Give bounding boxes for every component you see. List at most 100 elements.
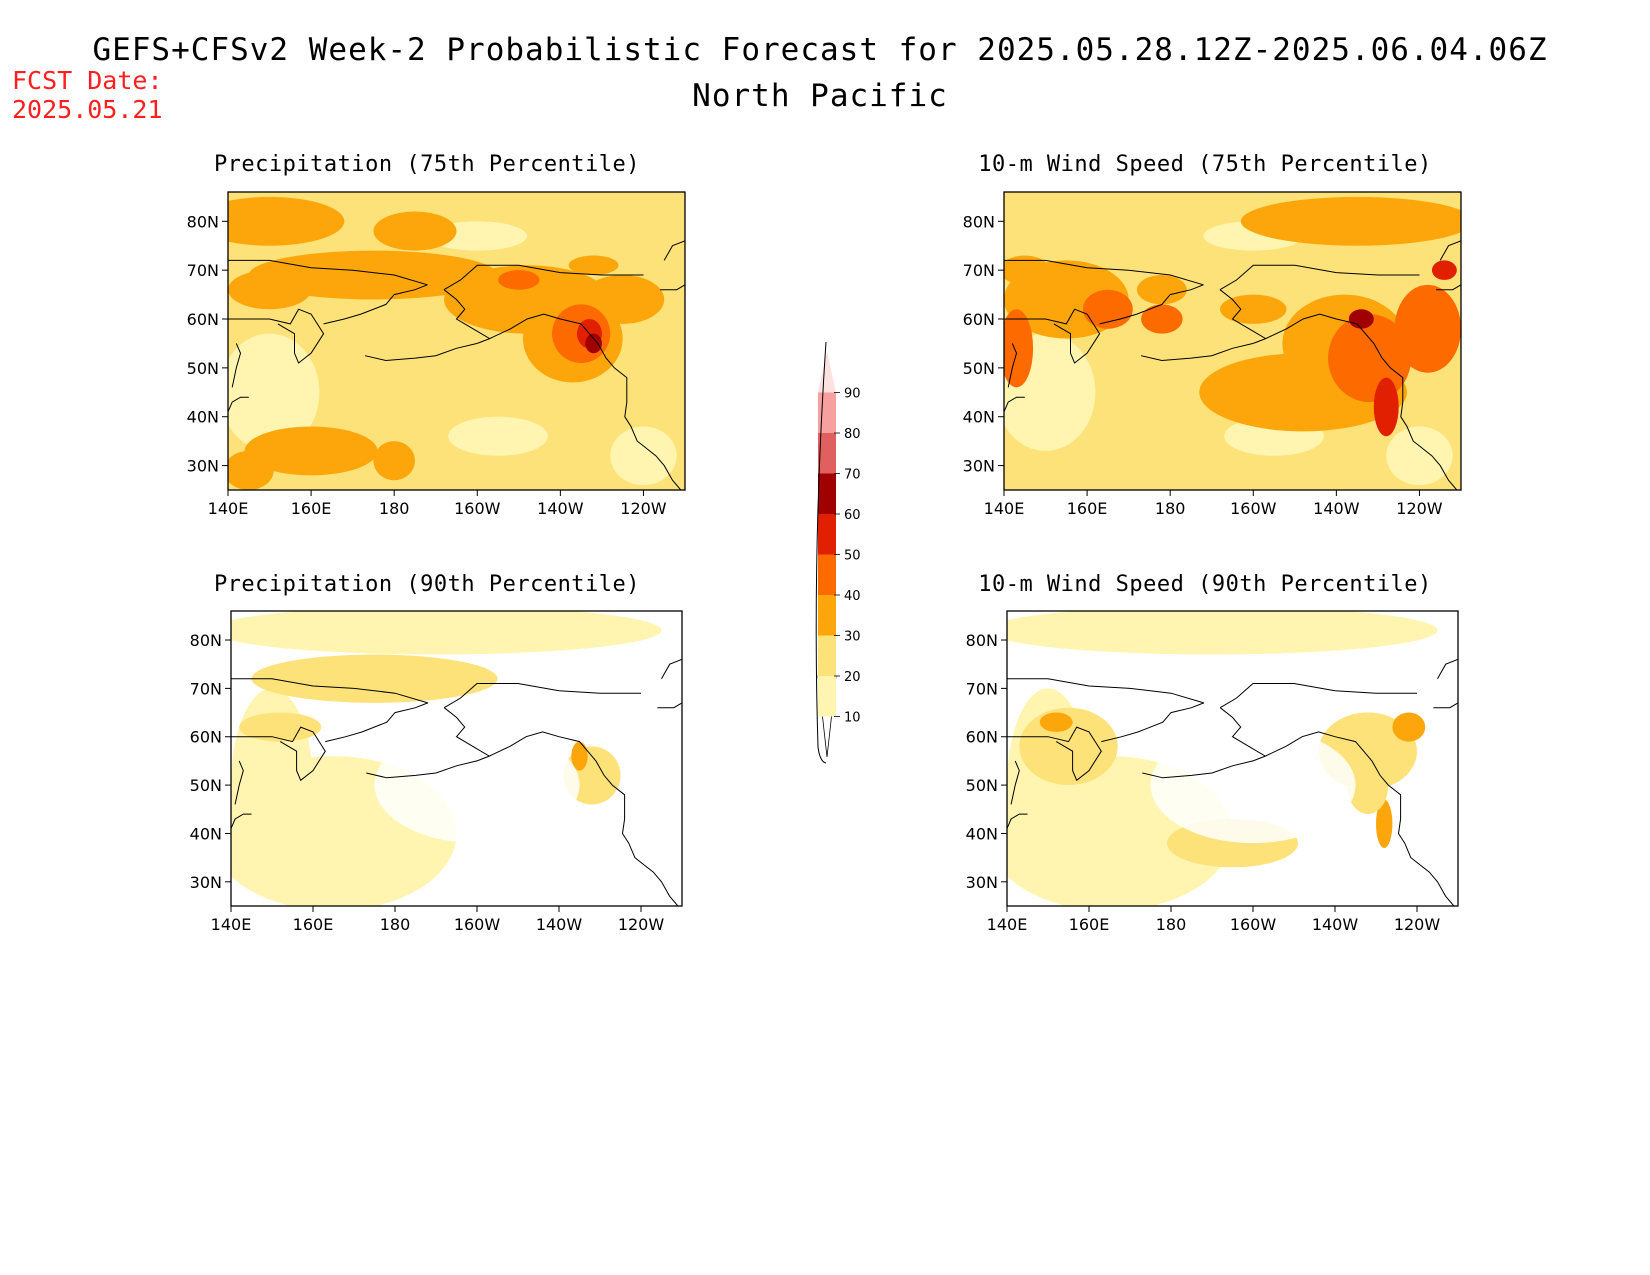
shading-blob bbox=[248, 250, 499, 300]
shading-blob bbox=[1039, 712, 1073, 732]
coastline bbox=[1099, 284, 1204, 325]
shading-blob bbox=[1082, 289, 1133, 329]
fcst-date-value: 2025.05.21 bbox=[12, 95, 163, 124]
coastline bbox=[366, 760, 478, 779]
coastline bbox=[663, 240, 685, 261]
shading-blob bbox=[1141, 304, 1183, 334]
coastline bbox=[231, 343, 242, 388]
colorbar: 90 80 70 60 50 40 30 20 10 bbox=[815, 341, 861, 764]
lat-tick-label: 70N bbox=[190, 679, 222, 698]
lat-tick-label: 80N bbox=[190, 631, 222, 650]
coastline bbox=[1219, 683, 1417, 709]
lon-tick-label: 140W bbox=[536, 915, 583, 934]
coastline bbox=[1433, 702, 1458, 709]
lat-tick-label: 30N bbox=[187, 457, 219, 476]
shading-blob bbox=[228, 270, 312, 310]
map-frame bbox=[1003, 191, 1462, 491]
colorbar-box bbox=[818, 514, 836, 555]
coastline bbox=[1140, 342, 1254, 362]
coastline bbox=[1142, 760, 1254, 779]
lon-tick-label: 160E bbox=[291, 499, 332, 518]
colorbar-label: 40 bbox=[844, 589, 861, 604]
colorbar-label: 10 bbox=[844, 711, 861, 726]
colorbar-box bbox=[818, 676, 836, 717]
shading-blob bbox=[228, 450, 274, 490]
coastline bbox=[489, 313, 682, 490]
region-title: North Pacific bbox=[692, 78, 948, 114]
coastline bbox=[228, 396, 249, 412]
lat-tick-label: 40N bbox=[963, 408, 995, 427]
lon-tick-label: 120W bbox=[1396, 499, 1443, 518]
coastline bbox=[228, 259, 428, 286]
lon-tick-label: 120W bbox=[1394, 915, 1441, 934]
map-panel-wind-high: 140E 160E 180 160W 140W 120W 80N 70N 60N 50N 40N 30… bbox=[963, 191, 1462, 518]
colorbar-box bbox=[818, 433, 836, 474]
lon-tick-label: 160W bbox=[1230, 499, 1277, 518]
coastline bbox=[231, 726, 326, 782]
coastline bbox=[323, 284, 428, 325]
coastline bbox=[364, 342, 478, 362]
colorbar-box bbox=[818, 554, 836, 595]
coastline bbox=[443, 264, 644, 291]
lat-tick-label: 50N bbox=[190, 776, 222, 795]
shading-blob bbox=[244, 426, 378, 476]
shading-blob bbox=[239, 712, 322, 742]
shading-blob bbox=[1394, 284, 1461, 373]
coastline bbox=[1265, 731, 1455, 906]
lon-tick-label: 140E bbox=[984, 499, 1025, 518]
coastline bbox=[1004, 396, 1025, 412]
lon-tick-label: 120W bbox=[620, 499, 667, 518]
shading-blob bbox=[1373, 377, 1399, 437]
lat-tick-label: 70N bbox=[963, 261, 995, 280]
lat-tick-label: 80N bbox=[966, 631, 998, 650]
coastline bbox=[489, 731, 679, 906]
coastline bbox=[1436, 284, 1461, 291]
map-frame bbox=[230, 610, 683, 907]
coastline bbox=[1439, 240, 1461, 261]
coastline bbox=[661, 658, 682, 679]
shading-blob bbox=[228, 196, 345, 246]
lon-tick-label: 160E bbox=[1069, 915, 1110, 934]
lon-tick-label: 140E bbox=[211, 915, 252, 934]
lon-tick-label: 160E bbox=[293, 915, 334, 934]
lat-tick-label: 60N bbox=[187, 310, 219, 329]
coastline bbox=[1004, 308, 1101, 364]
lat-tick-label: 40N bbox=[190, 824, 222, 843]
lon-tick-label: 160W bbox=[454, 499, 501, 518]
lat-tick-label: 80N bbox=[187, 212, 219, 231]
panel-title-precip-75: Precipitation (75th Percentile) bbox=[213, 152, 641, 177]
coastline bbox=[1437, 658, 1458, 679]
lon-tick-label: 160W bbox=[454, 915, 501, 934]
lat-tick-label: 50N bbox=[963, 359, 995, 378]
shading-blob bbox=[1220, 294, 1287, 324]
lon-tick-label: 180 bbox=[379, 499, 410, 518]
lat-tick-label: 30N bbox=[963, 457, 995, 476]
panel-title-wind-90: 10-m Wind Speed (90th Percentile) bbox=[978, 572, 1432, 597]
main-title: GEFS+CFSv2 Week-2 Probabilistic Forecast… bbox=[92, 32, 1548, 68]
map-frame bbox=[227, 191, 686, 491]
lat-tick-label: 30N bbox=[190, 873, 222, 892]
coastline bbox=[1004, 259, 1204, 286]
lat-tick-label: 50N bbox=[966, 776, 998, 795]
lon-tick-label: 140E bbox=[208, 499, 249, 518]
shading-blob bbox=[1004, 309, 1034, 388]
lon-tick-label: 140W bbox=[1312, 915, 1359, 934]
lat-tick-label: 30N bbox=[966, 873, 998, 892]
lat-tick-label: 50N bbox=[187, 359, 219, 378]
forecast-date-block: FCST Date: 2025.05.21 bbox=[12, 66, 163, 124]
shading-blob bbox=[1348, 309, 1374, 329]
lon-tick-label: 140W bbox=[1313, 499, 1360, 518]
lat-tick-label: 70N bbox=[187, 261, 219, 280]
coastline bbox=[1007, 678, 1204, 704]
lon-tick-label: 140E bbox=[987, 915, 1028, 934]
lon-tick-label: 160W bbox=[1230, 915, 1277, 934]
coastline bbox=[1007, 726, 1102, 782]
panel-title-wind-75: 10-m Wind Speed (75th Percentile) bbox=[978, 152, 1432, 177]
lat-tick-label: 80N bbox=[963, 212, 995, 231]
shading-blob bbox=[1431, 260, 1457, 280]
lon-tick-label: 180 bbox=[380, 915, 411, 934]
colorbar-label: 90 bbox=[844, 387, 861, 402]
coastline bbox=[1010, 760, 1020, 805]
lon-tick-label: 160E bbox=[1067, 499, 1108, 518]
map-panel-precip-high: 140E 160E 180 160W 140W 120W 80N 70N 60N 50N 40N 30… bbox=[187, 191, 686, 518]
